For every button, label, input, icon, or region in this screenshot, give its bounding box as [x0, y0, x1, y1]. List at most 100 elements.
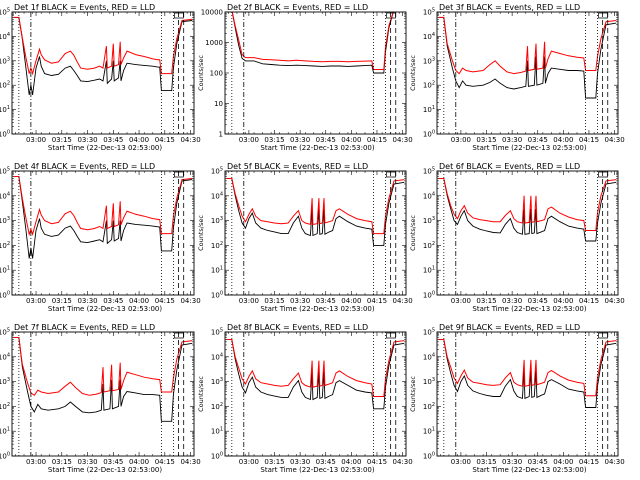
series-black-events: [438, 339, 617, 408]
x-tick-label: 03:30: [77, 136, 97, 144]
y-tick-label: 101: [0, 266, 10, 275]
x-tick-label: 04:00: [129, 136, 149, 144]
y-tick-label: 102: [423, 81, 435, 90]
top-bracket-marker: [598, 171, 608, 178]
plot-frame: [11, 11, 195, 135]
y-tick-label: 104: [0, 32, 10, 41]
top-bracket-marker: [386, 12, 396, 19]
panel-title: Det 1f BLACK = Events, RED = LLD: [14, 3, 155, 12]
x-tick-label: 04:15: [155, 297, 175, 305]
y-tick-label: 105: [0, 328, 10, 337]
x-tick-label: 03:00: [451, 297, 471, 305]
panel-det-8: 100 101 102 103 104 105 03:00 03:15 03:30 03:45 04…: [197, 323, 413, 474]
panel-det-1: 100 101 102 103 104 105 03:00 03:15 03:30 03:45 04…: [0, 3, 201, 152]
top-bracket-marker: [386, 332, 396, 339]
x-tick-label: 04:15: [367, 136, 387, 144]
y-axis-label: Counts/sec: [409, 376, 417, 412]
x-tick-label: 03:00: [451, 458, 471, 466]
x-tick-label: 04:15: [579, 458, 599, 466]
x-tick-label: 03:45: [103, 136, 123, 144]
y-tick-label: 103: [423, 56, 435, 65]
y-tick-label: 104: [211, 352, 223, 361]
y-tick-label: 100: [210, 70, 223, 78]
x-axis-label: Start Time (22-Dec-13 02:53:00): [48, 305, 162, 313]
x-tick-label: 04:15: [367, 297, 387, 305]
y-axis-label: Counts/sec: [409, 55, 417, 91]
top-bracket-marker: [174, 171, 184, 178]
x-tick-label: 03:30: [290, 297, 310, 305]
y-tick-label: 101: [211, 266, 223, 275]
top-bracket-marker: [174, 12, 184, 19]
x-tick-label: 04:00: [553, 458, 573, 466]
x-tick-label: 03:45: [528, 297, 548, 305]
series-black-events: [13, 16, 193, 95]
y-tick-label: 101: [211, 427, 223, 436]
x-axis-label: Start Time (22-Dec-13 02:53:00): [260, 466, 374, 474]
y-tick-label: 101: [0, 105, 10, 114]
x-tick-label: 03:00: [451, 136, 471, 144]
x-tick-label: 03:00: [239, 136, 259, 144]
plot-frame: [224, 170, 407, 296]
y-tick-label: 102: [423, 241, 435, 250]
y-tick-label: 102: [423, 402, 435, 411]
x-tick-label: 04:30: [604, 297, 624, 305]
y-tick-label: 101: [423, 427, 435, 436]
y-tick-label: 100: [0, 130, 10, 139]
x-tick-label: 04:00: [341, 297, 361, 305]
panel-det-7: 100 101 102 103 104 105 03:00 03:15 03:30 03:45 04…: [0, 323, 201, 474]
y-tick-label: 105: [423, 8, 435, 17]
series-red-lld: [438, 339, 617, 397]
series-black-events: [438, 178, 617, 242]
x-tick-label: 03:15: [264, 297, 284, 305]
x-axis-label: Start Time (22-Dec-13 02:53:00): [472, 466, 586, 474]
x-tick-label: 03:30: [502, 136, 522, 144]
y-tick-label: 103: [211, 377, 223, 386]
y-tick-label: 102: [0, 402, 10, 411]
x-tick-label: 04:00: [129, 297, 149, 305]
y-tick-label: 103: [0, 377, 10, 386]
y-tick-label: 100: [423, 130, 435, 139]
y-tick-label: 100: [423, 452, 435, 461]
plot-frame: [436, 11, 619, 135]
x-tick-label: 03:15: [52, 458, 72, 466]
y-tick-label: 105: [211, 328, 223, 337]
x-tick-label: 03:45: [103, 297, 123, 305]
x-tick-label: 03:45: [316, 136, 336, 144]
plot-frame: [436, 331, 619, 457]
y-tick-label: 100: [211, 452, 223, 461]
x-tick-label: 04:15: [579, 136, 599, 144]
x-tick-label: 04:30: [604, 458, 624, 466]
y-tick-label: 104: [0, 191, 10, 200]
panel-det-5: 100 101 102 103 104 105 03:00 03:15 03:30 03:45 04…: [197, 162, 413, 313]
x-tick-label: 04:30: [392, 458, 412, 466]
x-tick-label: 03:30: [77, 297, 97, 305]
x-tick-label: 04:30: [180, 297, 200, 305]
x-tick-label: 04:30: [180, 136, 200, 144]
y-tick-label: 10000: [201, 9, 223, 17]
x-axis-label: Start Time (22-Dec-13 02:53:00): [260, 144, 374, 152]
y-tick-label: 102: [211, 241, 223, 250]
x-axis-label: Start Time (22-Dec-13 02:53:00): [472, 144, 586, 152]
series-red-lld: [13, 176, 193, 237]
x-tick-label: 03:15: [52, 136, 72, 144]
x-tick-label: 04:15: [155, 136, 175, 144]
y-tick-label: 105: [211, 167, 223, 176]
y-axis-label: Counts/sec: [409, 215, 417, 251]
x-tick-label: 03:00: [26, 297, 46, 305]
x-tick-label: 04:00: [341, 136, 361, 144]
x-tick-label: 03:45: [103, 458, 123, 466]
y-tick-label: 103: [0, 216, 10, 225]
x-tick-label: 03:30: [502, 458, 522, 466]
x-tick-label: 04:00: [553, 136, 573, 144]
y-tick-label: 100: [423, 291, 435, 300]
panel-title: Det 9f BLACK = Events, RED = LLD: [439, 323, 580, 332]
panel-title: Det 5f BLACK = Events, RED = LLD: [227, 162, 368, 171]
x-tick-label: 03:30: [290, 136, 310, 144]
y-tick-label: 104: [423, 32, 435, 41]
x-axis-label: Start Time (22-Dec-13 02:53:00): [48, 144, 162, 152]
x-tick-label: 03:30: [290, 458, 310, 466]
y-tick-label: 102: [0, 81, 10, 90]
y-tick-label: 105: [423, 167, 435, 176]
y-tick-label: 104: [423, 352, 435, 361]
